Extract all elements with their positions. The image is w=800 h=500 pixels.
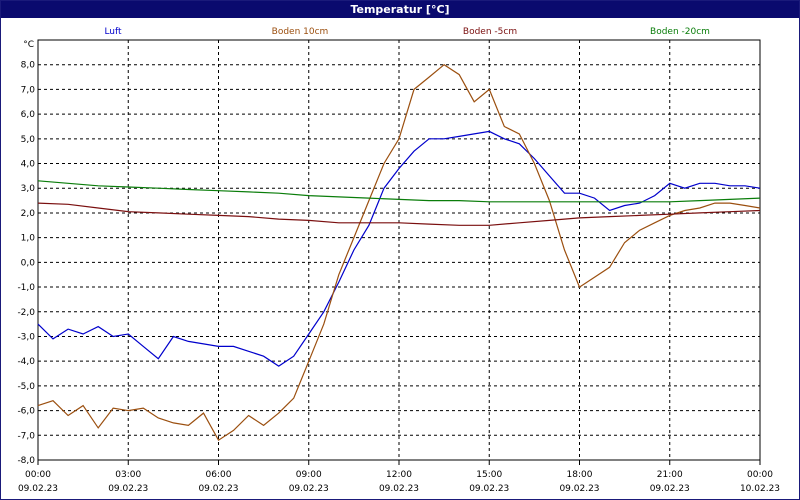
y-tick-label: -4,0 xyxy=(17,357,35,367)
y-tick-label: -8,0 xyxy=(17,456,35,466)
x-tick-date: 09.02.23 xyxy=(650,484,690,494)
y-tick-label: 7,0 xyxy=(21,85,36,95)
y-tick-label: -1,0 xyxy=(17,283,35,293)
y-tick-label: 4,0 xyxy=(21,160,36,170)
x-tick-date: 09.02.23 xyxy=(198,484,238,494)
grid xyxy=(37,39,761,461)
y-tick-label: -2,0 xyxy=(17,308,35,318)
y-axis-label: °C xyxy=(23,40,34,50)
y-tick-label: 0,0 xyxy=(21,258,36,268)
x-tick-date: 10.02.23 xyxy=(740,484,780,494)
series-line xyxy=(37,180,761,203)
y-tick-label: 6,0 xyxy=(21,110,36,120)
x-tick-time: 09:00 xyxy=(296,470,322,480)
x-axis: 00:00 09.02.23 03:00 09.02.23 06:00 09.02.23 0… xyxy=(18,460,780,494)
y-tick-label: 8,0 xyxy=(21,61,36,71)
series-line xyxy=(37,130,761,367)
x-tick-time: 12:00 xyxy=(386,470,412,480)
x-tick-date: 09.02.23 xyxy=(289,484,329,494)
y-tick-label: -6,0 xyxy=(17,407,35,417)
x-tick-date: 09.02.23 xyxy=(559,484,599,494)
y-tick-label: 1,0 xyxy=(21,234,36,244)
y-axis: 8,0 7,0 6,0 5,0 4,0 3,0 2,0 1,0 0,0 -1,0 -2,0 -3,0 -… xyxy=(17,40,35,466)
x-tick-date: 09.02.23 xyxy=(469,484,509,494)
x-tick-time: 21:00 xyxy=(657,470,683,480)
x-tick-date: 09.02.23 xyxy=(108,484,148,494)
legend-entry: Boden -5cm xyxy=(463,27,517,37)
legend-entry: Boden 10cm xyxy=(272,27,329,37)
x-tick-time: 06:00 xyxy=(206,470,232,480)
x-tick-time: 00:00 xyxy=(747,470,773,480)
x-tick-time: 03:00 xyxy=(115,470,141,480)
legend-entry: Luft xyxy=(104,27,122,37)
chart-title: Temperatur [°C] xyxy=(1,1,799,18)
series-line xyxy=(37,202,761,226)
y-tick-label: 3,0 xyxy=(21,184,36,194)
series-lines xyxy=(37,63,761,442)
y-tick-label: -3,0 xyxy=(17,332,35,342)
x-tick-time: 00:00 xyxy=(25,470,51,480)
y-tick-label: 5,0 xyxy=(21,135,36,145)
x-tick-date: 09.02.23 xyxy=(379,484,419,494)
x-tick-time: 18:00 xyxy=(567,470,593,480)
legend-entry: Boden -20cm xyxy=(650,27,710,37)
x-tick-date: 09.02.23 xyxy=(18,484,58,494)
y-tick-label: -7,0 xyxy=(17,431,35,441)
x-tick-time: 15:00 xyxy=(476,470,502,480)
y-tick-label: 2,0 xyxy=(21,209,36,219)
legend: Luft Boden 10cm Boden -5cm Boden -20cm xyxy=(104,27,710,37)
y-tick-label: -5,0 xyxy=(17,382,35,392)
series-line xyxy=(37,63,761,442)
